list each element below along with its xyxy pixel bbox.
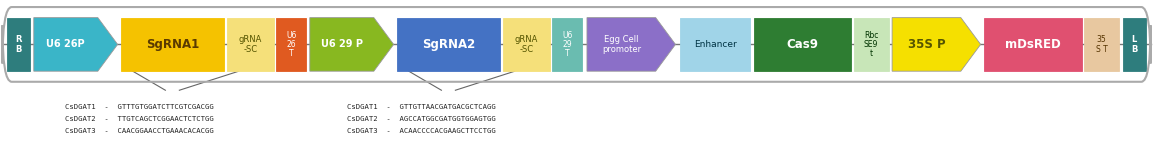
Text: SgRNA2: SgRNA2 [422,38,475,51]
Text: SgRNA1: SgRNA1 [145,38,199,51]
Text: CsDGAT2  -  TTGTCAGCTCGGAACTCTCTGG: CsDGAT2 - TTGTCAGCTCGGAACTCTCTGG [66,116,214,122]
Text: U6
26
T: U6 26 T [286,31,296,58]
Bar [121,18,224,71]
Polygon shape [587,18,676,71]
Text: R
B: R B [15,35,22,54]
Bar [503,18,550,71]
Text: CsDGAT3  -  CAACGGAACCTGAAACACACGG: CsDGAT3 - CAACGGAACCTGAAACACACGG [66,128,214,134]
Bar [552,18,582,71]
Text: gRNA
-SC: gRNA -SC [514,35,538,54]
Bar [853,18,889,71]
Bar [1123,18,1146,71]
Bar [7,18,30,71]
Bar [397,18,499,71]
Text: CsDGAT3  -  ACAACCCCACGAAGCTTCCTGG: CsDGAT3 - ACAACCCCACGAAGCTTCCTGG [347,128,496,134]
Text: CsDGAT1  -  GTTTGTGGATCTTCGTCGACGG: CsDGAT1 - GTTTGTGGATCTTCGTCGACGG [66,104,214,110]
Bar [1084,18,1120,71]
Polygon shape [33,18,118,71]
Text: Enhancer: Enhancer [694,40,737,49]
Bar [276,18,307,71]
Bar [985,18,1082,71]
Text: mDsRED: mDsRED [1005,38,1061,51]
Text: 35
S T: 35 S T [1095,35,1108,54]
Text: CsDGAT2  -  AGCCATGGCGATGGTGGAGTGG: CsDGAT2 - AGCCATGGCGATGGTGGAGTGG [347,116,496,122]
Text: L
B: L B [1131,35,1138,54]
Bar [754,18,851,71]
Text: U6 29 P: U6 29 P [321,39,363,49]
Text: U6
29
T: U6 29 T [562,31,572,58]
Text: CsDGAT1  -  GTTGTTAACGATGACGCTCAGG: CsDGAT1 - GTTGTTAACGATGACGCTCAGG [347,104,496,110]
Polygon shape [892,18,981,71]
Text: Cas9: Cas9 [786,38,819,51]
Bar [227,18,273,71]
Text: gRNA
-SC: gRNA -SC [239,35,262,54]
Polygon shape [310,18,393,71]
Text: Egg Cell
promoter: Egg Cell promoter [602,35,641,54]
Text: U6 26P: U6 26P [46,39,85,49]
Text: 35S P: 35S P [907,38,945,51]
Bar [680,18,751,71]
Text: Rbc
SE9
t: Rbc SE9 t [864,31,879,58]
